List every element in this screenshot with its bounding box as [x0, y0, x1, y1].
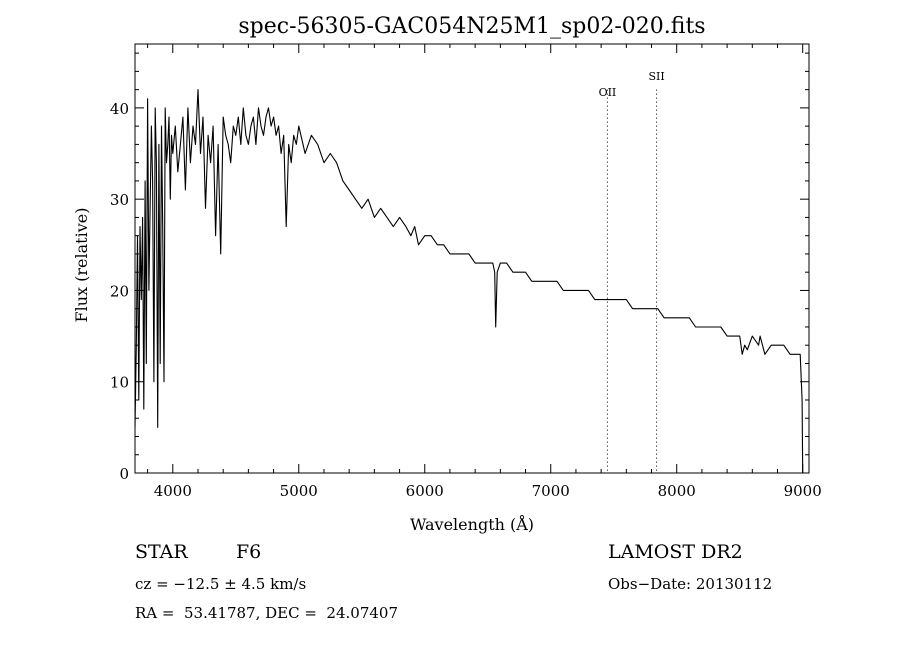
x-tick-label: 4000 — [154, 482, 192, 500]
y-tick-label: 10 — [110, 374, 129, 392]
observation-date: Obs−Date: 20130112 — [608, 575, 773, 593]
spectrum-line — [134, 89, 804, 474]
x-tick-label: 6000 — [406, 482, 444, 500]
spectral-subclass: F6 — [236, 541, 262, 563]
y-tick-label: 30 — [110, 191, 129, 209]
chart-title: spec-56305-GAC054N25M1_sp02-020.fits — [238, 14, 705, 39]
y-tick-label: 20 — [110, 282, 129, 300]
x-tick-label: 5000 — [280, 482, 318, 500]
line-marker-label: OII — [599, 86, 617, 99]
coordinates: RA = 53.41787, DEC = 24.07407 — [135, 604, 399, 622]
y-tick-label: 0 — [119, 465, 129, 483]
redshift-velocity: cz = −12.5 ± 4.5 km/s — [135, 575, 307, 593]
plot-frame — [134, 43, 810, 474]
survey-name: LAMOST DR2 — [608, 541, 743, 563]
object-class: STAR — [135, 541, 188, 563]
y-tick-label: 40 — [110, 100, 129, 118]
x-tick-label: 9000 — [784, 482, 822, 500]
x-tick-label: 7000 — [532, 482, 570, 500]
x-axis-label: Wavelength (Å) — [410, 514, 534, 534]
line-marker-label: SII — [648, 70, 664, 83]
y-axis-label: Flux (relative) — [72, 208, 91, 323]
x-tick-label: 8000 — [658, 482, 696, 500]
